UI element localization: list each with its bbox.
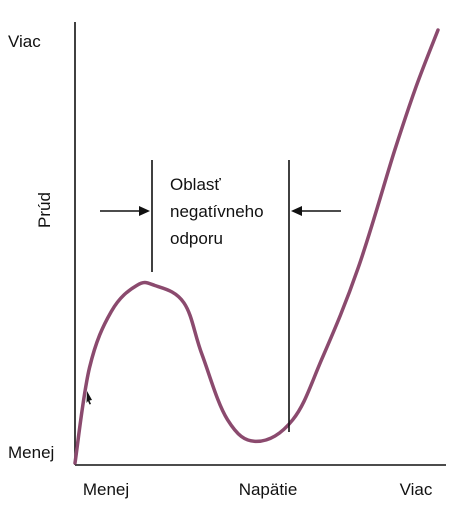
region-annotation: Oblasť negatívneho odporu (170, 175, 264, 248)
y-tick-high: Viac (8, 32, 41, 51)
arrow-right (291, 206, 341, 216)
annotation-line-3: odporu (170, 229, 223, 248)
x-tick-low: Menej (83, 480, 129, 499)
y-axis-label: Prúd (35, 192, 54, 228)
x-axis-label: Napätie (239, 480, 298, 499)
series-line (73, 28, 440, 465)
cursor-icon (86, 391, 92, 405)
annotation-line-1: Oblasť (170, 175, 221, 194)
arrow-left (100, 206, 150, 216)
x-tick-high: Viac (400, 480, 433, 499)
annotation-line-2: negatívneho (170, 202, 264, 221)
y-tick-low: Menej (8, 443, 54, 462)
